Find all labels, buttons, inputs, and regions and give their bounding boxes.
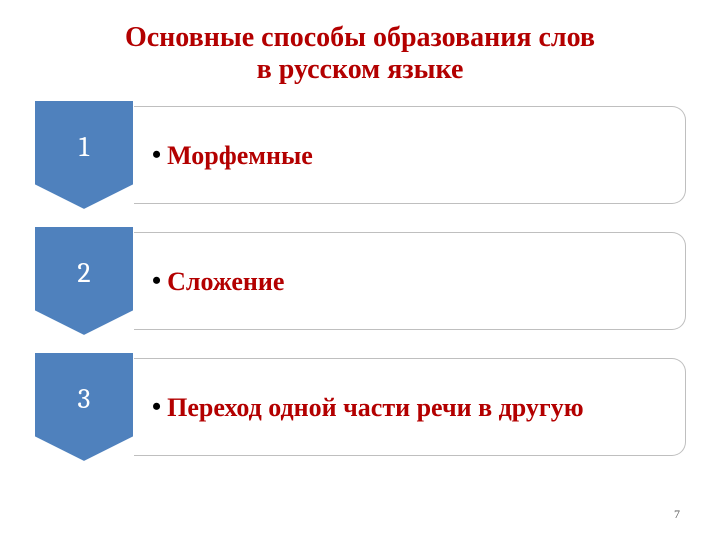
- item-content-box: • Переход одной части речи в другую: [134, 358, 686, 456]
- item-content-box: • Морфемные: [134, 106, 686, 204]
- item-text: Морфемные: [167, 142, 313, 169]
- bullet-icon: •: [152, 394, 161, 420]
- title-line-1: Основные способы образования слов: [40, 22, 680, 54]
- item-text: Переход одной части речи в другую: [167, 394, 583, 421]
- page-number: 7: [674, 507, 680, 522]
- bullet-icon: •: [152, 268, 161, 294]
- item-number: 3: [34, 352, 134, 446]
- smartart-list: 1 • Морфемные 2 • Сложение 3 • Переход о…: [0, 100, 720, 462]
- item-number: 2: [34, 226, 134, 320]
- list-item: 1 • Морфемные: [34, 100, 686, 210]
- list-item: 2 • Сложение: [34, 226, 686, 336]
- title-line-2: в русском языке: [40, 54, 680, 86]
- list-item: 3 • Переход одной части речи в другую: [34, 352, 686, 462]
- item-number: 1: [34, 100, 134, 194]
- item-content-box: • Сложение: [134, 232, 686, 330]
- bullet-icon: •: [152, 142, 161, 168]
- item-text: Сложение: [167, 268, 284, 295]
- slide-title: Основные способы образования слов в русс…: [0, 0, 720, 100]
